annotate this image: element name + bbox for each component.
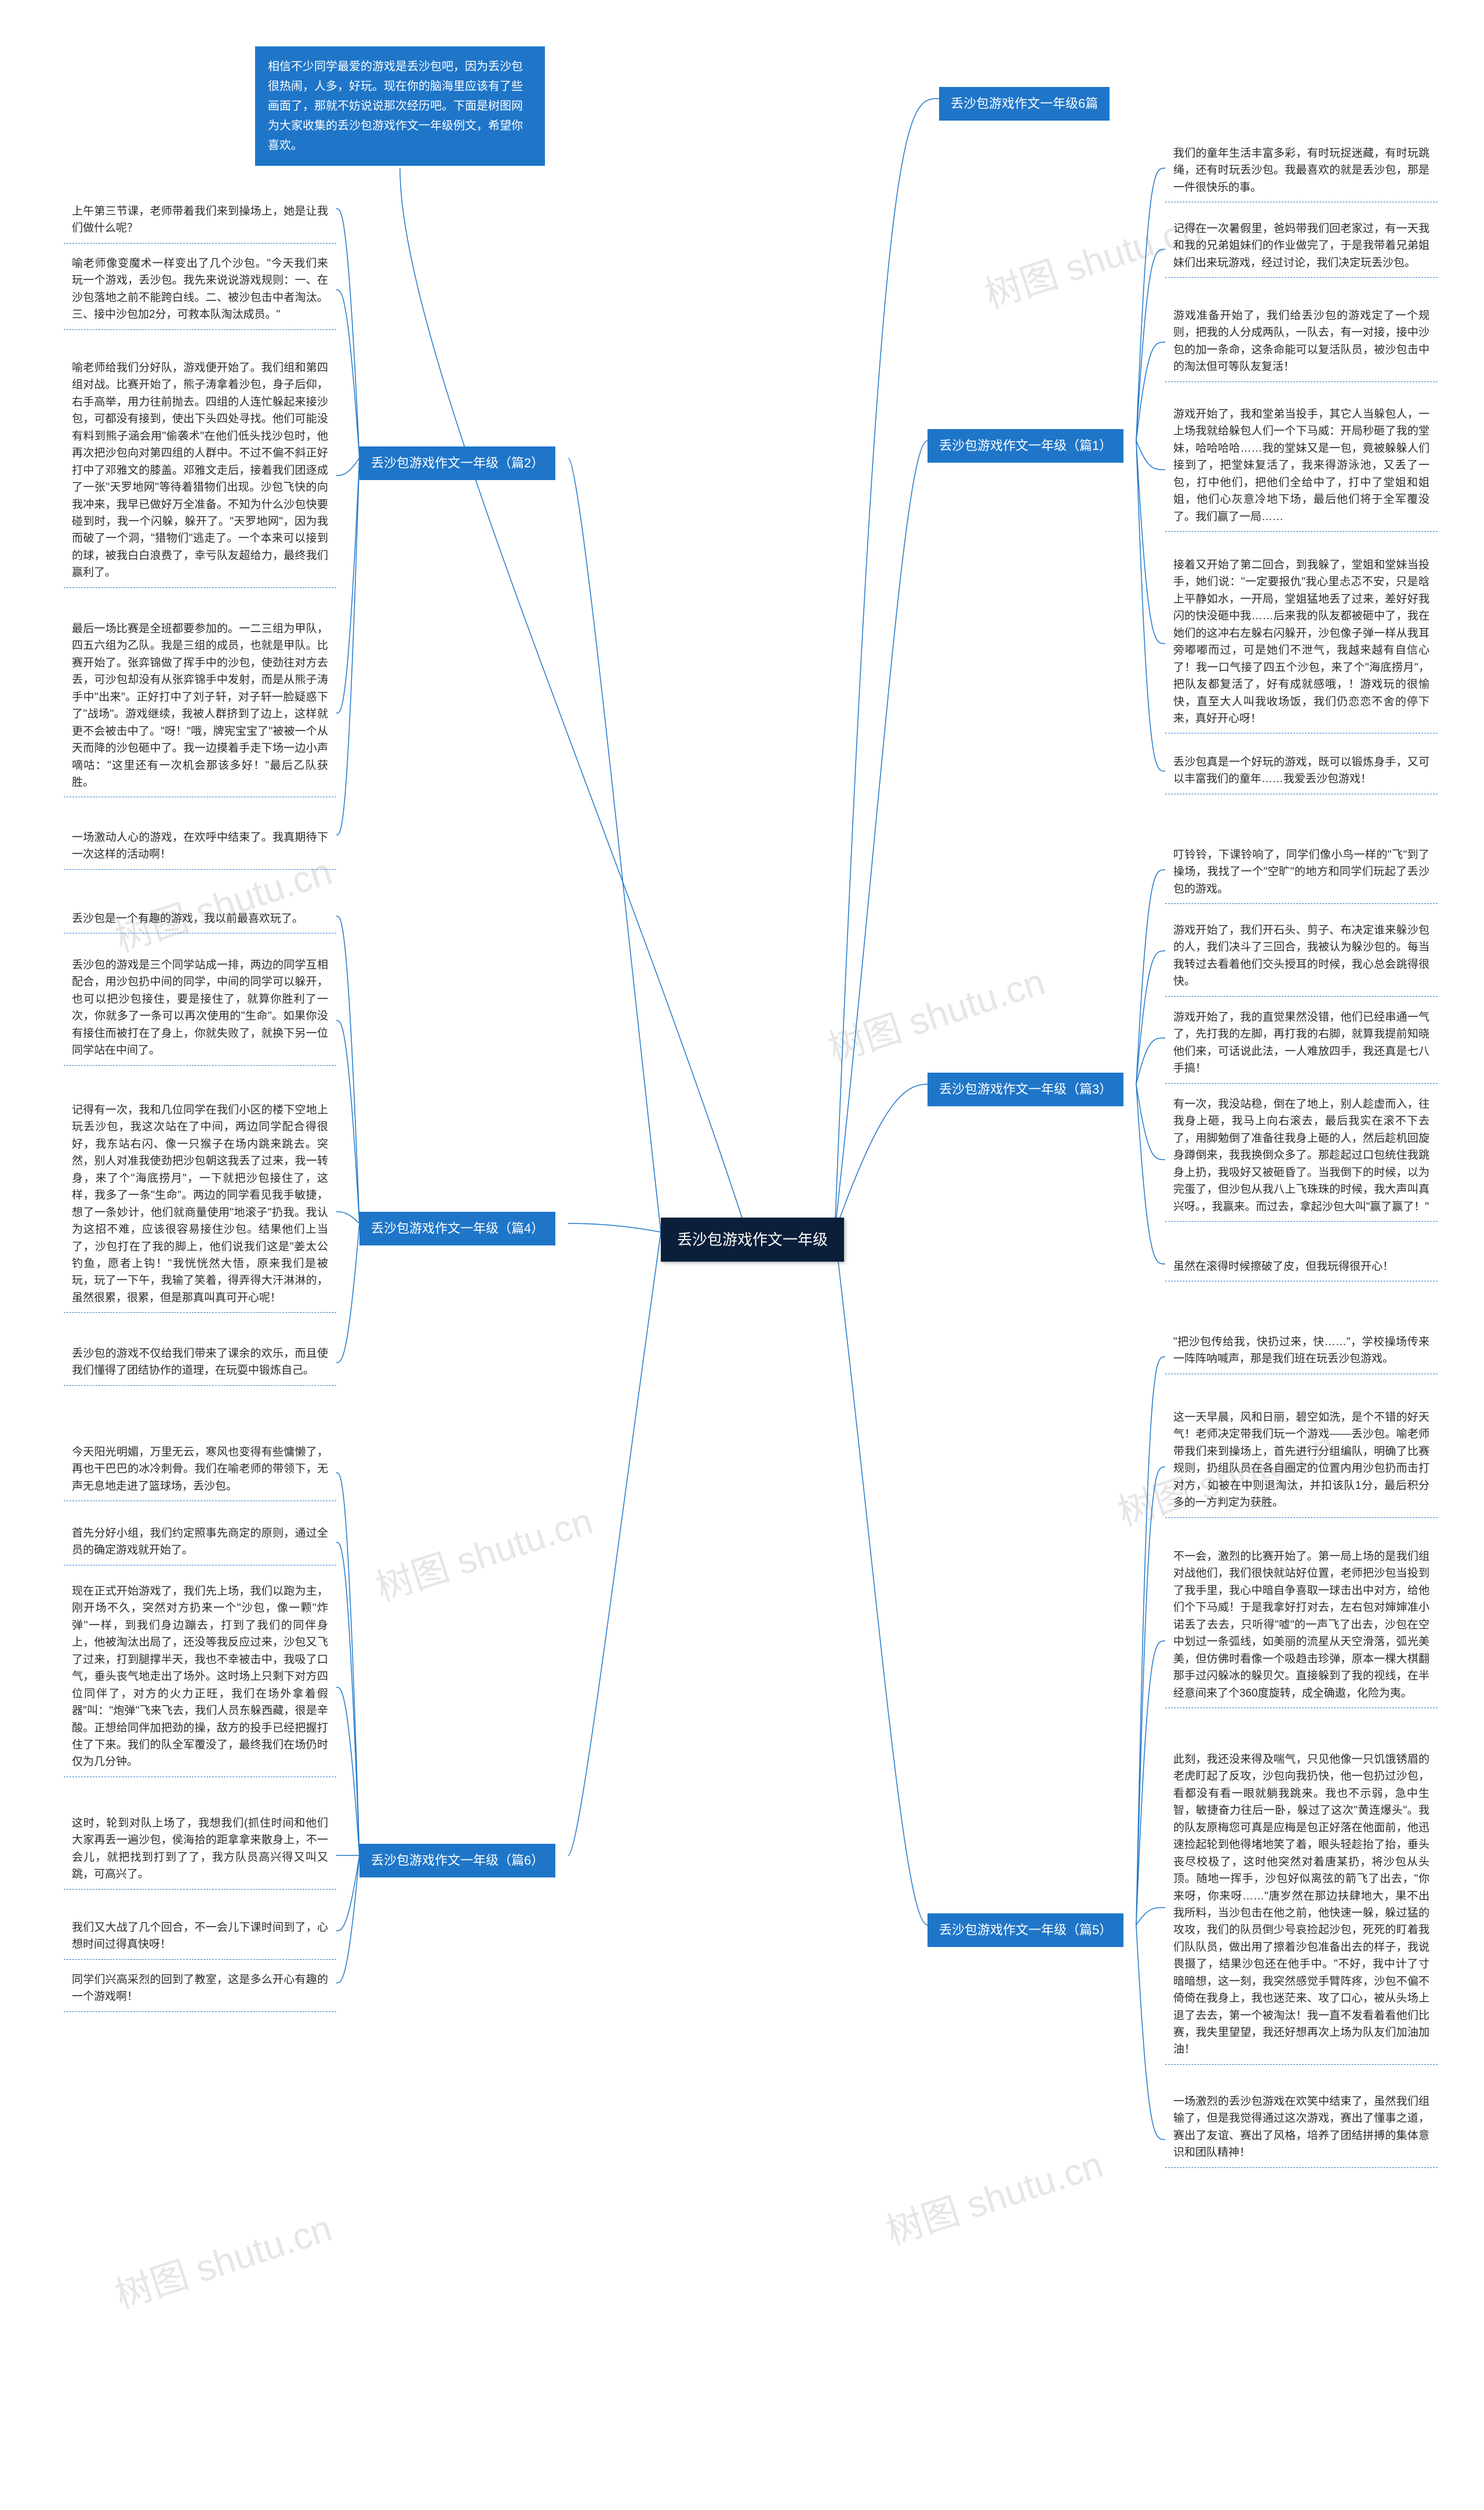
leaf-node: 记得在一次暑假里，爸妈带我们回老家过，有一天我和我的兄弟姐妹们的作业做完了，于是… [1165,215,1438,278]
leaf-node: 这时，轮到对队上场了，我想我们(抓住时间和他们大家再丢一遍沙包，侯海拾的距拿拿来… [64,1809,336,1890]
watermark: 树图 shutu.cn [878,2135,1108,2255]
watermark: 树图 shutu.cn [820,952,1050,1072]
leaf-node: 丢沙包是一个有趣的游戏，我以前最喜欢玩了。 [64,905,336,933]
branch-5: 丢沙包游戏作文一年级（篇5） [928,1913,1123,1947]
leaf-node: 今天阳光明媚，万里无云，寒风也变得有些慵懒了，再也干巴巴的冰冷刺骨。我们在喻老师… [64,1438,336,1501]
branch-2: 丢沙包游戏作文一年级（篇2） [359,446,555,480]
leaf-node: 此刻，我还没来得及喘气，只见他像一只饥饿锈眉的老虎盯起了反攻，沙包向我扔快，他一… [1165,1745,1438,2065]
leaf-node: 首先分好小组，我们约定照事先商定的原则，通过全员的确定游戏就开始了。 [64,1519,336,1565]
leaf-node: 我们又大战了几个回合，不一会儿下课时间到了，心想时间过得真快呀！ [64,1913,336,1960]
leaf-node: 上午第三节课，老师带着我们来到操场上，她是让我们做什么呢？ [64,197,336,244]
leaf-node: 同学们兴高采烈的回到了教室，这是多么开心有趣的一个游戏啊！ [64,1966,336,2012]
branch-1: 丢沙包游戏作文一年级（篇1） [928,429,1123,463]
branch-header-6: 丢沙包游戏作文一年级6篇 [939,87,1110,121]
leaf-node: 喻老师给我们分好队，游戏便开始了。我们组和第四组对战。比赛开始了，熊子涛拿着沙包… [64,354,336,588]
leaf-node: 不一会，激烈的比赛开始了。第一局上场的是我们组对战他们，我们很快就站好位置，老师… [1165,1542,1438,1708]
leaf-node: 游戏准备开始了，我们给丢沙包的游戏定了一个规则，把我的人分成两队，一队去，有一对… [1165,302,1438,382]
leaf-node: 喻老师像变魔术一样变出了几个沙包。"今天我们来玩一个游戏，丢沙包。我先来说说游戏… [64,249,336,330]
watermark: 树图 shutu.cn [368,1491,598,1611]
leaf-node: 丢沙包的游戏是三个同学站成一排，两边的同学互相配合，用沙包扔中间的同学，中间的同… [64,951,336,1066]
branch-6: 丢沙包游戏作文一年级（篇6） [359,1844,555,1877]
leaf-node: "把沙包传给我，快扔过来，快……"，学校操场传来一阵阵呐喊声，那是我们班在玩丢沙… [1165,1328,1438,1374]
leaf-node: 接着又开始了第二回合，到我躲了，堂姐和堂妹当投手，她们说："一定要报仇"我心里忐… [1165,551,1438,733]
leaf-node: 记得有一次，我和几位同学在我们小区的楼下空地上玩丢沙包，我这次站在了中间，两边同… [64,1096,336,1313]
leaf-node: 我们的童年生活丰富多彩，有时玩捉迷藏，有时玩跳绳，还有时玩丢沙包。我最喜欢的就是… [1165,139,1438,202]
leaf-node: 丢沙包真是一个好玩的游戏，既可以锻炼身手，又可以丰富我们的童年……我爱丢沙包游戏… [1165,748,1438,794]
leaf-node: 一场激烈的丢沙包游戏在欢笑中结束了，虽然我们组输了，但是我觉得通过这次游戏，赛出… [1165,2087,1438,2168]
leaf-node: 一场激动人心的游戏，在欢呼中结束了。我真期待下一次这样的活动啊！ [64,823,336,870]
leaf-node: 有一次，我没站稳，倒在了地上，别人趁虚而入，往我身上砸，我马上向右滚去，最后我实… [1165,1090,1438,1222]
branch-4: 丢沙包游戏作文一年级（篇4） [359,1212,555,1245]
leaf-node: 虽然在滚得时候擦破了皮，但我玩得很开心！ [1165,1252,1438,1281]
branch-3: 丢沙包游戏作文一年级（篇3） [928,1073,1123,1106]
leaf-node: 游戏开始了，我和堂弟当投手，其它人当躲包人，一上场我就给躲包人们一个下马威：开局… [1165,400,1438,532]
root-node: 丢沙包游戏作文一年级 [661,1218,844,1262]
watermark: 树图 shutu.cn [107,2199,337,2319]
leaf-node: 现在正式开始游戏了，我们先上场，我们以跑为主，刚开场不久，突然对方扔来一个"沙包… [64,1577,336,1777]
leaf-node: 叮铃铃，下课铃响了，同学们像小鸟一样的"飞"到了操场，我找了一个"空旷"的地方和… [1165,841,1438,904]
leaf-node: 丢沙包的游戏不仅给我们带来了课余的欢乐，而且使我们懂得了团结协作的道理，在玩耍中… [64,1339,336,1386]
leaf-node: 这一天早晨，风和日丽，碧空如洗，是个不错的好天气！老师决定带我们玩一个游戏——丢… [1165,1403,1438,1518]
leaf-node: 最后一场比赛是全班都要参加的。一二三组为甲队，四五六组为乙队。我是三组的成员，也… [64,615,336,797]
intro-block: 相信不少同学最爱的游戏是丢沙包吧，因为丢沙包很热闹，人多，好玩。现在你的脑海里应… [255,46,545,166]
leaf-node: 游戏开始了，我们开石头、剪子、布决定谁来躲沙包的人，我们决斗了三回合，我被认为躲… [1165,916,1438,997]
leaf-node: 游戏开始了，我的直觉果然没错，他们已经串通一气了，先打我的左脚，再打我的右脚，就… [1165,1003,1438,1084]
